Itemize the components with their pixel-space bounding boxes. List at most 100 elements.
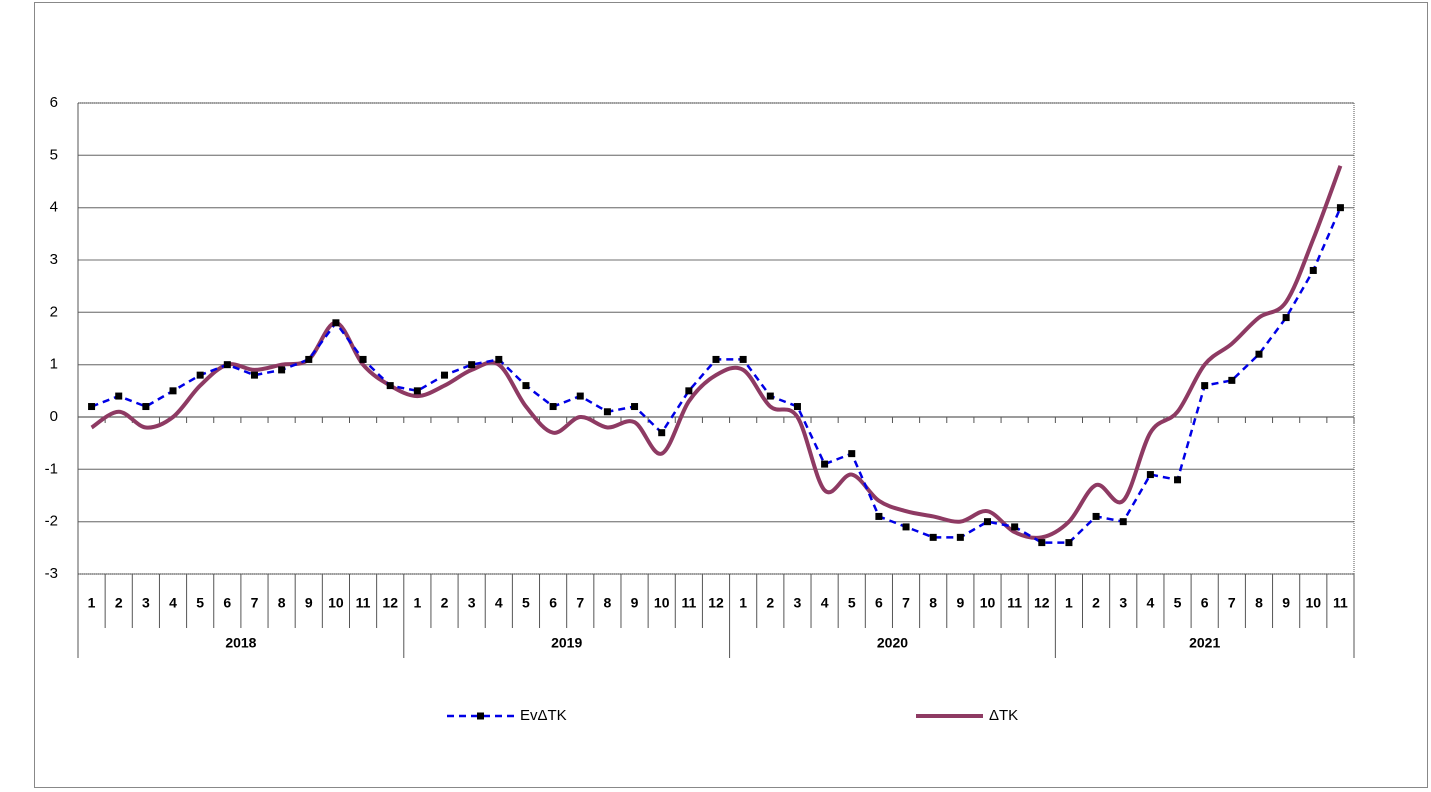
x-tick-label: 3 (142, 595, 150, 611)
y-tick-label: -3 (45, 565, 58, 582)
marker (1255, 350, 1263, 358)
x-tick-label: 5 (848, 595, 856, 611)
marker (1146, 471, 1154, 479)
marker (658, 429, 666, 437)
x-tick-label: 12 (708, 595, 724, 611)
marker (712, 355, 720, 363)
marker (88, 403, 96, 411)
x-tick-label: 1 (739, 595, 747, 611)
marker (522, 382, 530, 390)
group-label: 2019 (551, 635, 582, 651)
x-tick-label: 10 (980, 595, 996, 611)
x-tick-label: 8 (278, 595, 286, 611)
marker (929, 533, 937, 541)
x-tick-label: 7 (902, 595, 910, 611)
x-tick-label: 9 (956, 595, 964, 611)
legend-marker (477, 712, 484, 720)
group-label: 2018 (225, 635, 256, 651)
y-tick-label: 3 (50, 251, 58, 268)
x-tick-label: 11 (1333, 595, 1348, 611)
marker (305, 355, 313, 363)
x-tick-label: 1 (1065, 595, 1073, 611)
marker (1309, 266, 1317, 274)
x-tick-label: 10 (1305, 595, 1321, 611)
y-tick-label: 0 (50, 408, 58, 425)
marker (359, 355, 367, 363)
marker (1038, 539, 1046, 547)
x-tick-label: 2 (115, 595, 123, 611)
x-tick-label: 3 (468, 595, 476, 611)
legend-label: EvΔTK (520, 707, 567, 724)
marker (115, 392, 123, 400)
x-tick-label: 6 (1201, 595, 1209, 611)
x-tick-label: 9 (1282, 595, 1290, 611)
marker (1174, 476, 1182, 484)
marker (1228, 376, 1236, 384)
x-tick-label: 1 (413, 595, 421, 611)
marker (875, 512, 883, 520)
marker (1119, 518, 1127, 526)
legend-label: ΔTK (989, 707, 1018, 724)
marker (278, 366, 286, 374)
marker (386, 382, 394, 390)
x-tick-label: 2 (1092, 595, 1100, 611)
marker (169, 387, 177, 395)
x-tick-label: 8 (929, 595, 937, 611)
x-tick-label: 2 (441, 595, 449, 611)
chart-frame (34, 2, 1428, 788)
marker (1201, 382, 1209, 390)
x-tick-label: 4 (495, 595, 503, 611)
x-tick-label: 10 (654, 595, 670, 611)
x-tick-label: 8 (1255, 595, 1263, 611)
x-tick-label: 2 (766, 595, 774, 611)
marker (685, 387, 693, 395)
x-tick-label: 4 (1146, 595, 1154, 611)
x-tick-label: 6 (549, 595, 557, 611)
x-tick-label: 3 (794, 595, 802, 611)
x-tick-label: 10 (328, 595, 344, 611)
x-tick-label: 11 (356, 595, 371, 611)
marker (196, 371, 204, 379)
x-tick-label: 4 (169, 595, 177, 611)
y-tick-label: -1 (45, 460, 58, 477)
marker (902, 523, 910, 531)
x-tick-label: 5 (522, 595, 530, 611)
y-tick-label: 1 (50, 356, 58, 373)
x-tick-label: 11 (681, 595, 696, 611)
marker (1092, 512, 1100, 520)
y-tick-label: 6 (50, 94, 58, 111)
marker (821, 460, 829, 468)
marker (956, 533, 964, 541)
marker (441, 371, 449, 379)
x-tick-label: 6 (223, 595, 231, 611)
marker (739, 355, 747, 363)
marker (766, 392, 774, 400)
marker (495, 355, 503, 363)
marker (576, 392, 584, 400)
x-tick-label: 9 (305, 595, 313, 611)
x-tick-label: 4 (821, 595, 829, 611)
marker (549, 403, 557, 411)
y-tick-label: 4 (50, 199, 58, 216)
x-tick-label: 5 (196, 595, 204, 611)
y-tick-label: 2 (50, 303, 58, 320)
x-tick-label: 9 (631, 595, 639, 611)
marker (1011, 523, 1019, 531)
marker (603, 408, 611, 416)
x-tick-label: 6 (875, 595, 883, 611)
x-tick-label: 11 (1007, 595, 1022, 611)
x-tick-label: 12 (1034, 595, 1050, 611)
group-label: 2021 (1189, 635, 1220, 651)
marker (1282, 314, 1290, 322)
group-label: 2020 (877, 635, 908, 651)
marker (223, 361, 231, 369)
x-tick-label: 1 (88, 595, 96, 611)
marker (1065, 539, 1073, 547)
marker (1336, 204, 1344, 212)
x-tick-label: 5 (1174, 595, 1182, 611)
marker (793, 403, 801, 411)
marker (332, 319, 340, 327)
x-tick-label: 8 (604, 595, 612, 611)
marker (413, 387, 421, 395)
